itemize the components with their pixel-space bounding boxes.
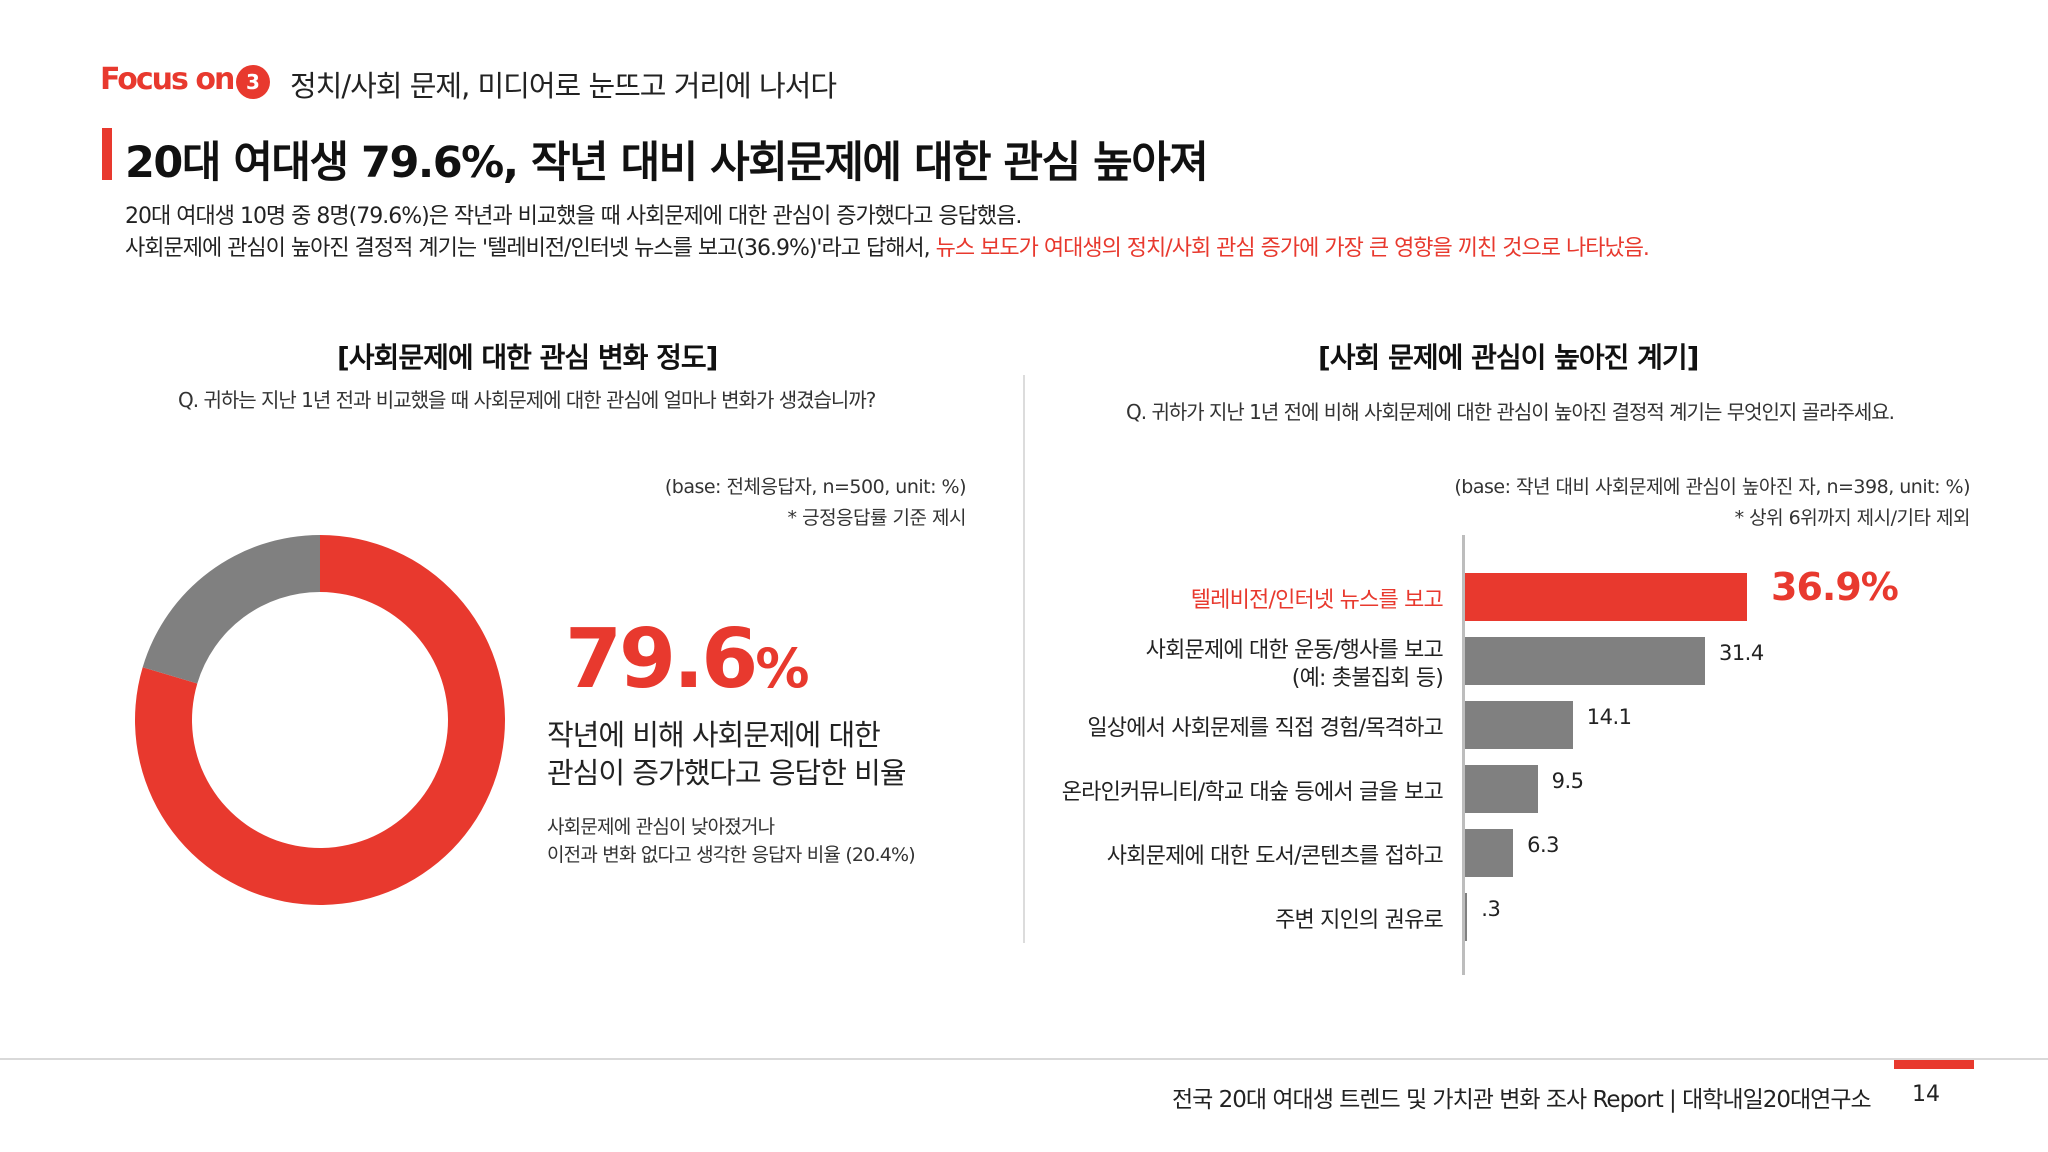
bar-value-1: 36.9% xyxy=(1771,565,1899,609)
main-description-line-2: 관심이 증가했다고 응답한 비율 xyxy=(547,756,906,790)
page-number: 14 xyxy=(1912,1082,1940,1107)
main-description-line-1: 작년에 비해 사회문제에 대한 xyxy=(547,718,881,752)
bar-6 xyxy=(1465,893,1468,941)
panel-divider xyxy=(1023,375,1025,943)
summary-line-2-plain: 사회문제에 관심이 높아진 결정적 계기는 '텔레비전/인터넷 뉴스를 보고(3… xyxy=(125,236,936,261)
bar-5 xyxy=(1465,829,1514,877)
bar-value-4: 9.5 xyxy=(1551,769,1584,793)
summary-line-2: 사회문제에 관심이 높아진 결정적 계기는 '텔레비전/인터넷 뉴스를 보고(3… xyxy=(125,230,1650,262)
sub-description: 사회문제에 관심이 낮아졌거나 이전과 변화 없다고 생각한 응답자 비율 (2… xyxy=(547,813,916,869)
section-number-badge: 3 xyxy=(236,65,270,99)
bar-value-5: 6.3 xyxy=(1527,833,1560,857)
bar-label-5: 사회문제에 대한 도서/콘텐츠를 접하고 xyxy=(1106,844,1444,869)
focus-on-label: Focus on xyxy=(100,62,235,97)
bar-label-1: 텔레비전/인터넷 뉴스를 보고 xyxy=(1190,588,1444,613)
big-percentage: 79.6% xyxy=(565,612,809,707)
headline-accent-bar xyxy=(102,128,112,180)
left-chart-title: [사회문제에 대한 관심 변화 정도] xyxy=(337,341,718,374)
donut-slice-increased xyxy=(135,535,506,905)
right-chart-title: [사회 문제에 관심이 높아진 계기] xyxy=(1318,341,1699,374)
donut-chart xyxy=(135,535,506,905)
big-percentage-value: 79.6 xyxy=(565,612,758,707)
footer-divider xyxy=(0,1058,2048,1060)
footer-accent-bar xyxy=(1894,1060,1974,1069)
left-chart-question: Q. 귀하는 지난 1년 전과 비교했을 때 사회문제에 대한 관심에 얼마나 … xyxy=(178,388,876,412)
bar-label-4: 온라인커뮤니티/학교 대숲 등에서 글을 보고 xyxy=(1061,780,1444,805)
right-base-note: (base: 작년 대비 사회문제에 관심이 높아진 자, n=398, uni… xyxy=(1454,476,1970,498)
right-chart-question: Q. 귀하가 지난 1년 전에 비해 사회문제에 대한 관심이 높아진 결정적 … xyxy=(1126,400,1895,424)
bar-value-2: 31.4 xyxy=(1718,641,1764,665)
summary-line-2-highlight: 뉴스 보도가 여대생의 정치/사회 관심 증가에 가장 큰 영향을 끼친 것으로… xyxy=(935,236,1650,261)
footer-report-text: 전국 20대 여대생 트렌드 및 가치관 변화 조사 Report | 대학내일… xyxy=(1172,1087,1872,1113)
donut-slice-not-increased xyxy=(142,535,320,684)
section-title: 정치/사회 문제, 미디어로 눈뜨고 거리에 나서다 xyxy=(290,69,837,103)
right-sub-note: * 상위 6위까지 제시/기타 제외 xyxy=(1734,507,1971,529)
sub-description-line-1: 사회문제에 관심이 낮아졌거나 xyxy=(547,816,775,838)
bar-chart-axis xyxy=(1462,535,1465,975)
big-percentage-unit: % xyxy=(755,637,809,700)
bar-value-6: .3 xyxy=(1481,897,1501,921)
left-base-note: (base: 전체응답자, n=500, unit: %) xyxy=(664,476,967,498)
bar-value-3: 14.1 xyxy=(1586,705,1632,729)
bar-label-6: 주변 지인의 권유로 xyxy=(1275,908,1444,933)
bar-4 xyxy=(1465,765,1538,813)
left-sub-note: * 긍정응답률 기준 제시 xyxy=(787,507,967,529)
sub-description-line-2: 이전과 변화 없다고 생각한 응답자 비율 (20.4%) xyxy=(547,844,916,866)
summary-line-1: 20대 여대생 10명 중 8명(79.6%)은 작년과 비교했을 때 사회문제… xyxy=(125,204,1022,229)
main-description: 작년에 비해 사회문제에 대한 관심이 증가했다고 응답한 비율 xyxy=(547,716,906,792)
bar-label-2: 사회문제에 대한 운동/행사를 보고 (예: 촛불집회 등) xyxy=(1145,638,1444,691)
page-headline: 20대 여대생 79.6%, 작년 대비 사회문제에 대한 관심 높아져 xyxy=(125,138,1209,188)
bar-2 xyxy=(1465,637,1705,685)
bar-label-3: 일상에서 사회문제를 직접 경험/목격하고 xyxy=(1087,716,1443,741)
bar-3 xyxy=(1465,701,1573,749)
bar-1 xyxy=(1465,573,1747,621)
